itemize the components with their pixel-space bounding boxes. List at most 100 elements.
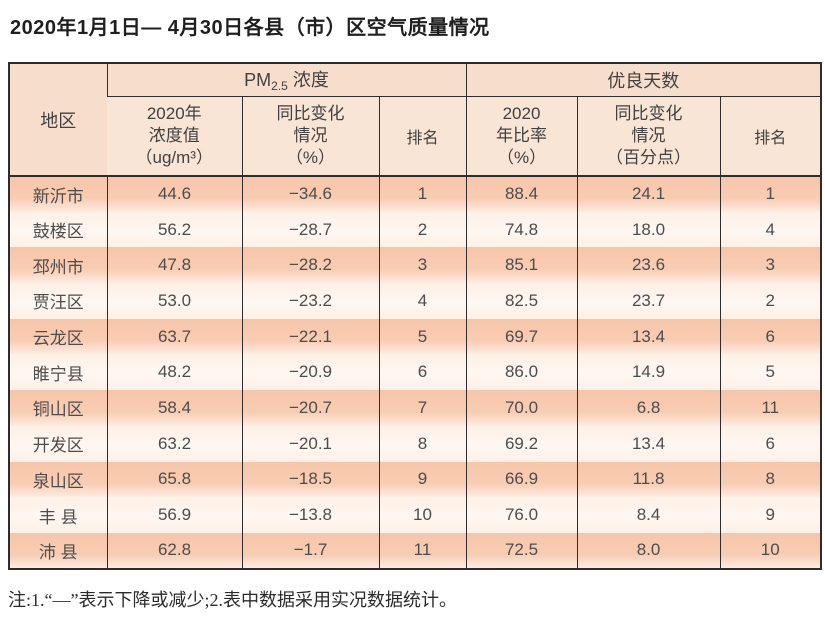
pm-value-cell: 58.4: [106, 390, 242, 426]
pm-value-cell: 47.8: [106, 247, 242, 284]
good-change-cell: 6.8: [576, 390, 721, 426]
pm-change-cell: −13.8: [241, 497, 379, 533]
header-pm-change: 同比变化 情况 （%）: [241, 96, 379, 177]
good-ratio-cell: 82.5: [465, 283, 578, 319]
pm-change-cell: −23.2: [241, 283, 379, 319]
table-row: 新沂市 44.6 −34.6 1 88.4 24.1 1: [9, 176, 822, 212]
table-row: 邳州市 47.8 −28.2 3 85.1 23.6 3: [9, 247, 822, 284]
good-change-cell: 8.0: [576, 532, 721, 569]
pm-change-cell: −18.5: [241, 461, 379, 498]
region-cell: 鼓楼区: [9, 211, 107, 248]
pm-rank-cell: 3: [378, 247, 467, 284]
pm-rank-cell: 10: [378, 497, 467, 533]
good-change-cell: 13.4: [576, 425, 721, 462]
pm-change-cell: −20.7: [241, 390, 379, 426]
table-body: 新沂市 44.6 −34.6 1 88.4 24.1 1 鼓楼区 56.2 −2…: [9, 176, 822, 569]
pm-change-cell: −1.7: [241, 532, 379, 569]
good-change-cell: 8.4: [576, 497, 721, 533]
good-ratio-cell: 70.0: [465, 390, 578, 426]
good-change-cell: 23.7: [576, 283, 721, 319]
region-cell: 新沂市: [9, 176, 107, 212]
pm-rank-cell: 11: [378, 532, 467, 569]
pm-rank-cell: 6: [378, 354, 467, 391]
good-ratio-cell: 66.9: [465, 461, 578, 498]
pm-change-cell: −28.7: [241, 211, 379, 248]
pm-value-cell: 56.2: [106, 211, 242, 248]
region-cell: 开发区: [9, 425, 107, 462]
region-cell: 云龙区: [9, 318, 107, 355]
footnote: 注:1.“—”表示下降或减少;2.表中数据采用实况数据统计。: [8, 590, 457, 610]
region-cell: 铜山区: [9, 390, 107, 426]
good-ratio-cell: 85.1: [465, 247, 578, 284]
good-ratio-cell: 72.5: [465, 532, 578, 569]
pm-rank-cell: 5: [378, 318, 467, 355]
header-good-days-group: 优良天数: [465, 63, 822, 97]
table-row: 泉山区 65.8 −18.5 9 66.9 11.8 8: [9, 461, 822, 498]
pm-rank-cell: 2: [378, 211, 467, 248]
header-pm-group: PM2.5 浓度: [106, 63, 467, 97]
header-good-ratio: 2020 年比率 （%）: [465, 96, 578, 177]
header-sub-row: 2020年 浓度值 （ug/m³） 同比变化 情况 （%） 排名 2020: [9, 96, 822, 177]
good-ratio-cell: 76.0: [465, 497, 578, 533]
pm-value-cell: 65.8: [106, 461, 242, 498]
region-cell: 丰 县: [9, 497, 107, 533]
good-ratio-cell: 69.7: [465, 318, 578, 355]
region-cell: 邳州市: [9, 247, 107, 284]
pm-rank-cell: 4: [378, 283, 467, 319]
table-row: 鼓楼区 56.2 −28.7 2 74.8 18.0 4: [9, 211, 822, 248]
pm-label: PM: [244, 70, 272, 91]
table-row: 丰 县 56.9 −13.8 10 76.0 8.4 9: [9, 497, 822, 533]
good-rank-cell: 8: [719, 461, 822, 498]
pm-rank-cell: 9: [378, 461, 467, 498]
pm-rank-cell: 8: [378, 425, 467, 462]
good-ratio-cell: 69.2: [465, 425, 578, 462]
good-rank-cell: 4: [719, 211, 822, 248]
good-change-cell: 13.4: [576, 318, 721, 355]
good-ratio-cell: 88.4: [465, 176, 578, 212]
pm-value-cell: 56.9: [106, 497, 242, 533]
header-pm-rank: 排名: [378, 96, 467, 177]
table-row: 沛 县 62.8 −1.7 11 72.5 8.0 10: [9, 532, 822, 569]
air-quality-table: 地区 PM2.5 浓度 优良天数 2020年 浓度值 （ug/m³） 同比变化 …: [8, 62, 823, 570]
good-rank-cell: 5: [719, 354, 822, 391]
good-change-cell: 24.1: [576, 176, 721, 212]
header-region: 地区: [9, 63, 107, 177]
table-row: 睢宁县 48.2 −20.9 6 86.0 14.9 5: [9, 354, 822, 391]
good-rank-cell: 9: [719, 497, 822, 533]
table-row: 开发区 63.2 −20.1 8 69.2 13.4 6: [9, 425, 822, 462]
good-rank-cell: 3: [719, 247, 822, 284]
pm-change-cell: −28.2: [241, 247, 379, 284]
good-rank-cell: 6: [719, 425, 822, 462]
region-cell: 泉山区: [9, 461, 107, 498]
pm-change-cell: −34.6: [241, 176, 379, 212]
pm-rank-cell: 1: [378, 176, 467, 212]
table-row: 云龙区 63.7 −22.1 5 69.7 13.4 6: [9, 318, 822, 355]
good-rank-cell: 10: [719, 532, 822, 569]
header-group-row: 地区 PM2.5 浓度 优良天数: [9, 63, 822, 177]
region-cell: 睢宁县: [9, 354, 107, 391]
page-title: 2020年1月1日— 4月30日各县（市）区空气质量情况: [10, 17, 490, 39]
table-row: 铜山区 58.4 −20.7 7 70.0 6.8 11: [9, 390, 822, 426]
good-rank-cell: 1: [719, 176, 822, 212]
pm-change-cell: −20.9: [241, 354, 379, 391]
pm-change-cell: −20.1: [241, 425, 379, 462]
pm-rank-cell: 7: [378, 390, 467, 426]
pm-suffix: 浓度: [287, 70, 329, 91]
good-ratio-cell: 74.8: [465, 211, 578, 248]
region-cell: 贾汪区: [9, 283, 107, 319]
table-row: 贾汪区 53.0 −23.2 4 82.5 23.7 2: [9, 283, 822, 319]
header-good-change: 同比变化 情况 （百分点）: [576, 96, 721, 177]
pm-value-cell: 48.2: [106, 354, 242, 391]
pm-value-cell: 62.8: [106, 532, 242, 569]
good-change-cell: 23.6: [576, 247, 721, 284]
pm-value-cell: 63.7: [106, 318, 242, 355]
region-cell: 沛 县: [9, 532, 107, 569]
good-change-cell: 11.8: [576, 461, 721, 498]
pm-value-cell: 44.6: [106, 176, 242, 212]
pm-change-cell: −22.1: [241, 318, 379, 355]
good-change-cell: 14.9: [576, 354, 721, 391]
header-good-rank: 排名: [719, 96, 822, 177]
good-change-cell: 18.0: [576, 211, 721, 248]
good-rank-cell: 6: [719, 318, 822, 355]
